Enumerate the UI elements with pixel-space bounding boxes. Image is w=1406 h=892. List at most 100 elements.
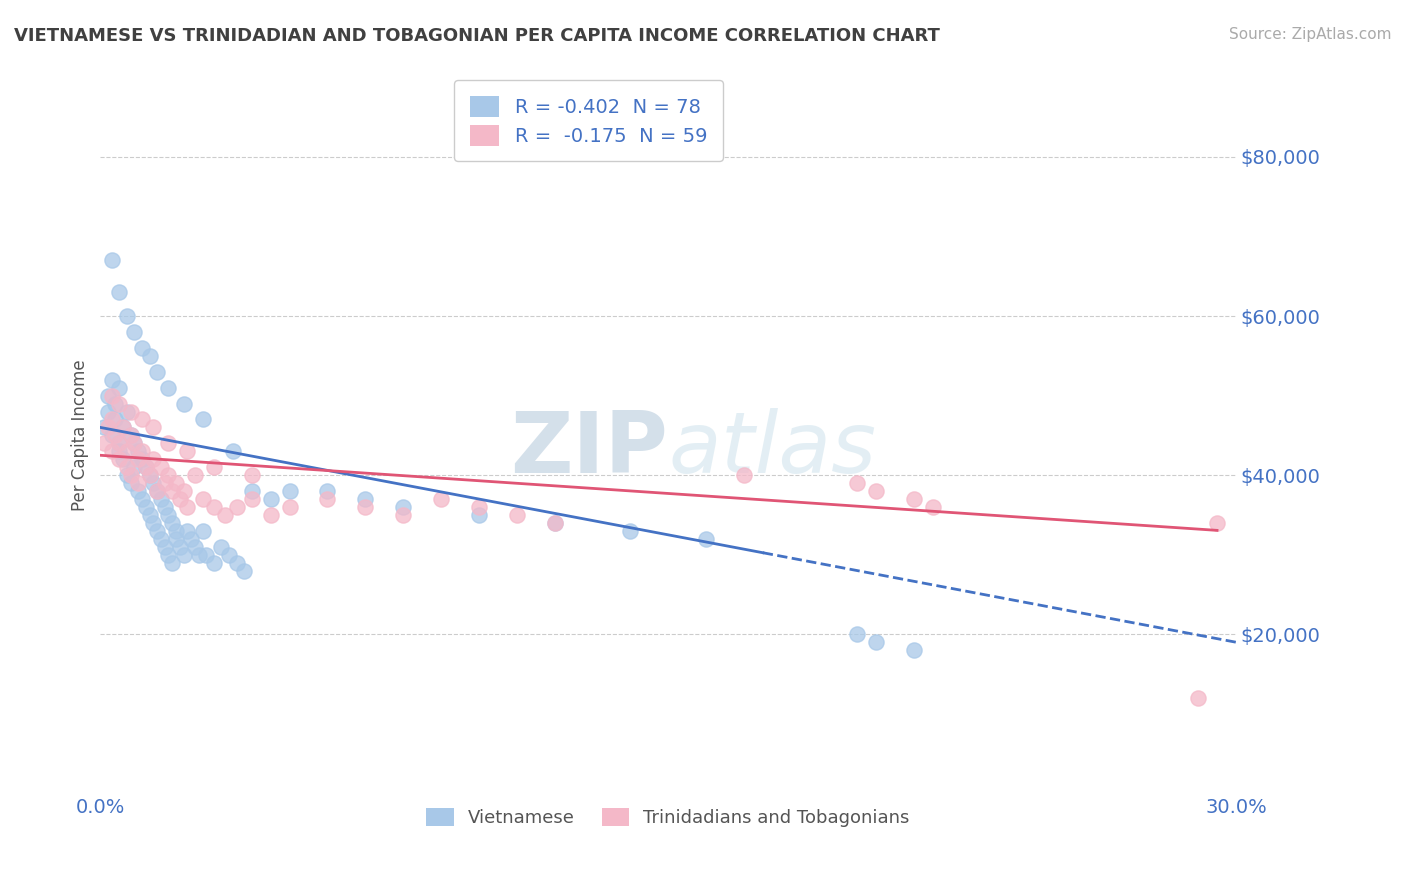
Point	[316, 484, 339, 499]
Point	[260, 508, 283, 522]
Point	[120, 468, 142, 483]
Point	[108, 444, 131, 458]
Point	[240, 468, 263, 483]
Point	[100, 444, 122, 458]
Point	[162, 516, 184, 530]
Point	[1187, 690, 1209, 705]
Point	[695, 532, 717, 546]
Point	[131, 452, 153, 467]
Point	[131, 491, 153, 506]
Point	[184, 468, 207, 483]
Point	[135, 500, 157, 514]
Point	[138, 508, 160, 522]
Point	[173, 548, 195, 562]
Point	[138, 349, 160, 363]
Point	[108, 396, 131, 410]
Point	[240, 484, 263, 499]
Point	[131, 444, 153, 458]
Text: VIETNAMESE VS TRINIDADIAN AND TOBAGONIAN PER CAPITA INCOME CORRELATION CHART: VIETNAMESE VS TRINIDADIAN AND TOBAGONIAN…	[14, 27, 941, 45]
Y-axis label: Per Capita Income: Per Capita Income	[72, 359, 89, 511]
Point	[157, 436, 180, 450]
Point	[124, 325, 146, 339]
Point	[146, 365, 169, 379]
Point	[157, 468, 180, 483]
Point	[142, 476, 165, 491]
Point	[97, 420, 120, 434]
Point	[1206, 516, 1229, 530]
Point	[108, 436, 131, 450]
Point	[112, 420, 135, 434]
Point	[93, 436, 115, 450]
Point	[100, 412, 122, 426]
Point	[903, 491, 925, 506]
Point	[865, 484, 887, 499]
Point	[165, 532, 187, 546]
Point	[104, 412, 127, 426]
Point	[127, 484, 149, 499]
Point	[922, 500, 945, 514]
Point	[120, 476, 142, 491]
Point	[127, 444, 149, 458]
Point	[131, 341, 153, 355]
Point	[100, 373, 122, 387]
Point	[157, 548, 180, 562]
Point	[127, 452, 149, 467]
Point	[214, 508, 236, 522]
Point	[191, 412, 214, 426]
Point	[468, 508, 491, 522]
Point	[430, 491, 453, 506]
Point	[142, 420, 165, 434]
Point	[165, 524, 187, 538]
Point	[354, 500, 377, 514]
Point	[104, 396, 127, 410]
Point	[108, 436, 131, 450]
Point	[146, 484, 169, 499]
Point	[138, 468, 160, 483]
Point	[191, 491, 214, 506]
Point	[146, 484, 169, 499]
Point	[100, 253, 122, 268]
Text: ZIP: ZIP	[510, 409, 668, 491]
Point	[316, 491, 339, 506]
Legend: Vietnamese, Trinidadians and Tobagonians: Vietnamese, Trinidadians and Tobagonians	[419, 801, 917, 834]
Point	[112, 420, 135, 434]
Point	[135, 460, 157, 475]
Point	[180, 532, 202, 546]
Point	[392, 508, 415, 522]
Point	[176, 444, 198, 458]
Point	[138, 468, 160, 483]
Point	[733, 468, 755, 483]
Point	[202, 500, 225, 514]
Point	[157, 508, 180, 522]
Point	[176, 500, 198, 514]
Point	[240, 491, 263, 506]
Point	[195, 548, 218, 562]
Point	[468, 500, 491, 514]
Point	[100, 389, 122, 403]
Point	[225, 556, 247, 570]
Point	[108, 285, 131, 300]
Point	[392, 500, 415, 514]
Point	[108, 381, 131, 395]
Point	[169, 491, 191, 506]
Point	[846, 627, 869, 641]
Point	[135, 460, 157, 475]
Point	[222, 444, 245, 458]
Text: Source: ZipAtlas.com: Source: ZipAtlas.com	[1229, 27, 1392, 42]
Point	[903, 643, 925, 657]
Point	[278, 484, 301, 499]
Point	[115, 468, 138, 483]
Point	[149, 491, 172, 506]
Point	[162, 556, 184, 570]
Point	[260, 491, 283, 506]
Point	[218, 548, 240, 562]
Point	[127, 476, 149, 491]
Point	[131, 412, 153, 426]
Point	[157, 381, 180, 395]
Point	[233, 564, 256, 578]
Point	[124, 436, 146, 450]
Point	[846, 476, 869, 491]
Point	[211, 540, 233, 554]
Point	[97, 389, 120, 403]
Point	[153, 540, 176, 554]
